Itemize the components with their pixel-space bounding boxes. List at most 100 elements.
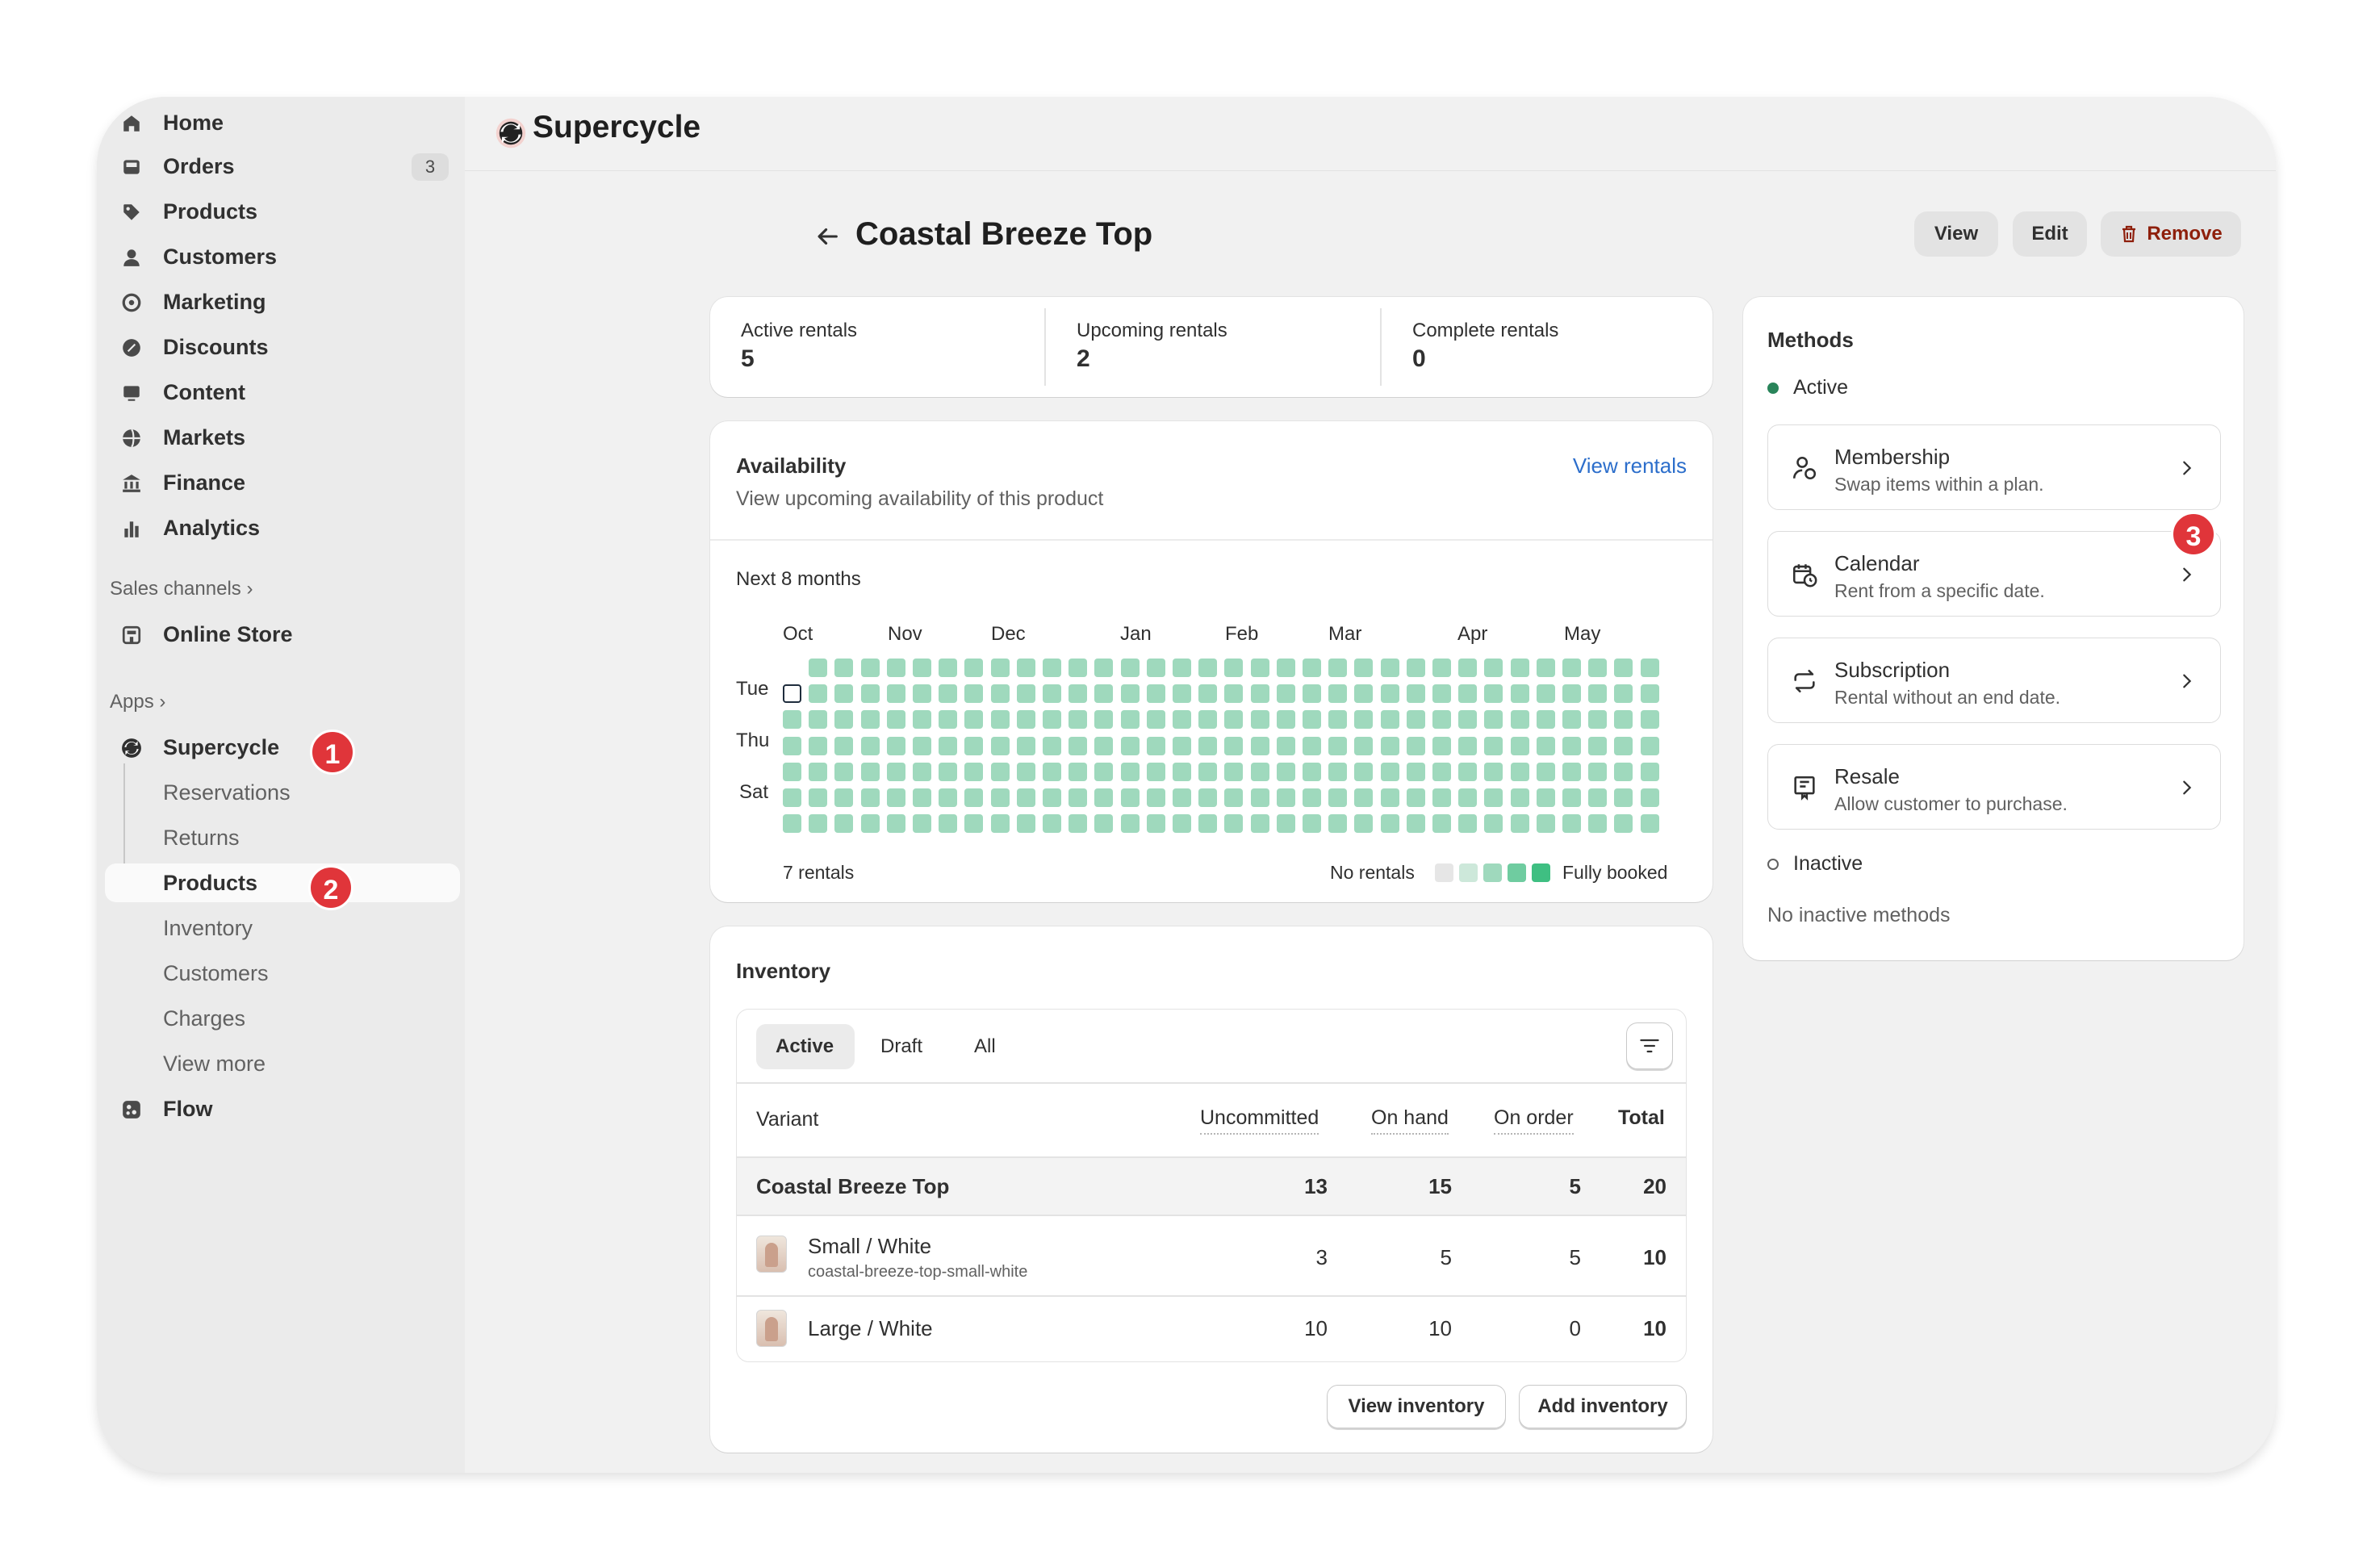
heatmap-cell bbox=[1173, 710, 1191, 730]
stat-value: 0 bbox=[1412, 345, 1426, 372]
heatmap-cell bbox=[1432, 710, 1451, 730]
heatmap-cell bbox=[1588, 762, 1608, 781]
view-button[interactable]: View bbox=[1914, 211, 1998, 257]
remove-button[interactable]: Remove bbox=[2101, 211, 2241, 257]
legend-low-label: No rentals bbox=[1330, 862, 1415, 883]
sidebar-item-customers[interactable]: Customers bbox=[105, 237, 460, 276]
sidebar-subitem-inventory[interactable]: Inventory bbox=[105, 909, 460, 947]
heatmap-cell bbox=[1458, 814, 1478, 834]
sidebar-item-discounts[interactable]: Discounts bbox=[105, 328, 460, 366]
heatmap-cell bbox=[1380, 762, 1399, 781]
orders-count-badge: 3 bbox=[412, 153, 449, 181]
product-name: Coastal Breeze Top bbox=[756, 1174, 950, 1198]
column-header-on-hand[interactable]: On hand bbox=[1371, 1106, 1449, 1135]
sidebar-subitem-customers[interactable]: Customers bbox=[105, 954, 460, 993]
apps-heading[interactable]: Apps › bbox=[110, 691, 166, 713]
column-header-total: Total bbox=[1618, 1106, 1665, 1129]
heatmap-cell bbox=[809, 684, 828, 704]
heatmap-cell bbox=[860, 788, 880, 807]
sidebar-item-content[interactable]: Content bbox=[105, 373, 460, 412]
method-calendar[interactable]: Calendar Rent from a specific date. bbox=[1767, 531, 2221, 617]
legend-swatch bbox=[1459, 863, 1478, 882]
heatmap-cell bbox=[1250, 762, 1269, 781]
heatmap-cell bbox=[1043, 814, 1061, 834]
heatmap-cell bbox=[1640, 684, 1659, 704]
sidebar-item-markets[interactable]: Markets bbox=[105, 418, 460, 457]
heatmap-cell bbox=[939, 736, 958, 755]
method-subscription[interactable]: Subscription Rental without an end date. bbox=[1767, 638, 2221, 723]
heatmap-cell bbox=[939, 762, 958, 781]
heatmap-cell bbox=[1484, 736, 1503, 755]
sidebar-subitem-returns[interactable]: Returns bbox=[105, 818, 460, 857]
filter-button[interactable] bbox=[1626, 1022, 1673, 1069]
month-label: Jan bbox=[1120, 623, 1152, 645]
edit-button[interactable]: Edit bbox=[2013, 211, 2087, 257]
heatmap-cell bbox=[1016, 788, 1035, 807]
sidebar-item-marketing[interactable]: Marketing bbox=[105, 282, 460, 321]
heatmap-cell bbox=[1198, 659, 1218, 677]
heatmap-cell bbox=[1016, 814, 1035, 834]
method-resale[interactable]: Resale Allow customer to purchase. bbox=[1767, 744, 2221, 830]
heatmap-cell bbox=[1354, 659, 1374, 677]
cell-on-order: 5 bbox=[1569, 1174, 1581, 1198]
heatmap-cell bbox=[1510, 814, 1529, 834]
tab-active[interactable] bbox=[756, 1024, 855, 1069]
cell-on-order: 5 bbox=[1569, 1245, 1581, 1269]
availability-heatmap bbox=[783, 659, 1683, 839]
column-header-on-order[interactable]: On order bbox=[1494, 1106, 1574, 1135]
method-title: Subscription bbox=[1834, 658, 1951, 682]
heatmap-cell bbox=[1043, 710, 1061, 730]
heatmap-cell bbox=[1120, 684, 1140, 704]
sidebar-item-label: Returns bbox=[163, 825, 240, 850]
heatmap-cell bbox=[809, 736, 828, 755]
heatmap-cell bbox=[1432, 736, 1451, 755]
variant-name[interactable]: Small / White bbox=[808, 1234, 932, 1258]
heatmap-cell bbox=[990, 736, 1010, 755]
heatmap-cell bbox=[939, 814, 958, 834]
sidebar-item-products[interactable]: Products bbox=[105, 192, 460, 231]
view-inventory-button[interactable]: View inventory bbox=[1327, 1385, 1506, 1428]
sidebar-item-online-store[interactable]: Online Store bbox=[105, 615, 460, 654]
heatmap-cell bbox=[1173, 736, 1191, 755]
tab-all[interactable]: All bbox=[974, 1035, 996, 1057]
heatmap-cell bbox=[1458, 788, 1478, 807]
heatmap-cell bbox=[1250, 659, 1269, 677]
sidebar-subitem-products[interactable]: Products bbox=[105, 863, 460, 902]
sidebar-item-orders[interactable]: Orders 3 bbox=[105, 147, 460, 186]
person-icon bbox=[123, 249, 140, 266]
back-arrow-icon[interactable] bbox=[813, 223, 841, 250]
product-summary-row[interactable] bbox=[737, 1156, 1686, 1216]
main-content: Supercycle Coastal Breeze Top View Edit … bbox=[465, 97, 2276, 1473]
sidebar-item-home[interactable]: Home bbox=[105, 103, 460, 142]
sidebar-item-analytics[interactable]: Analytics bbox=[105, 508, 460, 547]
heatmap-cell bbox=[1380, 736, 1399, 755]
heatmap-cell bbox=[1120, 736, 1140, 755]
sidebar-subitem-reservations[interactable]: Reservations bbox=[105, 773, 460, 812]
add-inventory-button[interactable]: Add inventory bbox=[1519, 1385, 1687, 1428]
globe-icon bbox=[123, 429, 140, 448]
heatmap-cell bbox=[809, 788, 828, 807]
heatmap-cell bbox=[1510, 710, 1529, 730]
sidebar-item-supercycle[interactable]: Supercycle bbox=[105, 728, 460, 767]
home-icon bbox=[123, 115, 140, 132]
heatmap-cell bbox=[1224, 684, 1244, 704]
method-membership[interactable]: Membership Swap items within a plan. bbox=[1767, 424, 2221, 510]
heatmap-cell bbox=[809, 659, 828, 677]
heatmap-cell bbox=[1328, 736, 1348, 755]
cell-uncommitted: 10 bbox=[1304, 1316, 1328, 1340]
heatmap-cell bbox=[1146, 736, 1165, 755]
sidebar-item-finance[interactable]: Finance bbox=[105, 463, 460, 502]
sales-channels-heading[interactable]: Sales channels › bbox=[110, 578, 253, 600]
sidebar-item-flow[interactable]: Flow bbox=[105, 1089, 460, 1128]
chevron-right-icon bbox=[2183, 780, 2192, 795]
view-rentals-link[interactable]: View rentals bbox=[1572, 454, 1687, 478]
heatmap-cell bbox=[834, 684, 854, 704]
heatmap-cell bbox=[1043, 684, 1061, 704]
heatmap-cell bbox=[1068, 762, 1088, 781]
sidebar-item-label: Reservations bbox=[163, 780, 291, 805]
sidebar-subitem-view-more[interactable]: View more bbox=[105, 1044, 460, 1083]
variant-name[interactable]: Large / White bbox=[808, 1316, 933, 1340]
tab-draft[interactable]: Draft bbox=[880, 1035, 923, 1057]
column-header-uncommitted[interactable]: Uncommitted bbox=[1200, 1106, 1319, 1135]
sidebar-subitem-charges[interactable]: Charges bbox=[105, 999, 460, 1038]
